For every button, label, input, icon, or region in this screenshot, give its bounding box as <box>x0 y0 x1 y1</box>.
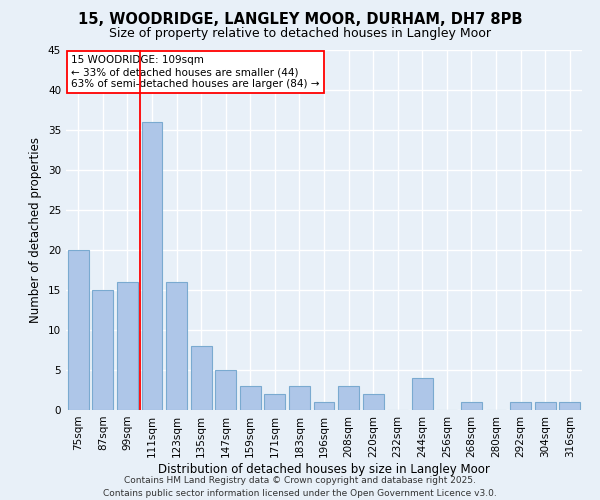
Bar <box>92 290 113 410</box>
X-axis label: Distribution of detached houses by size in Langley Moor: Distribution of detached houses by size … <box>158 462 490 475</box>
Bar <box>289 386 310 410</box>
Bar <box>191 346 212 410</box>
Bar <box>142 122 163 410</box>
Text: 15 WOODRIDGE: 109sqm
← 33% of detached houses are smaller (44)
63% of semi-detac: 15 WOODRIDGE: 109sqm ← 33% of detached h… <box>71 56 320 88</box>
Bar <box>68 250 89 410</box>
Bar <box>166 282 187 410</box>
Bar <box>117 282 138 410</box>
Bar <box>559 402 580 410</box>
Y-axis label: Number of detached properties: Number of detached properties <box>29 137 43 323</box>
Bar <box>412 378 433 410</box>
Bar <box>362 394 383 410</box>
Text: Size of property relative to detached houses in Langley Moor: Size of property relative to detached ho… <box>109 28 491 40</box>
Bar <box>314 402 334 410</box>
Text: Contains HM Land Registry data © Crown copyright and database right 2025.
Contai: Contains HM Land Registry data © Crown c… <box>103 476 497 498</box>
Bar <box>461 402 482 410</box>
Bar <box>265 394 286 410</box>
Bar <box>510 402 531 410</box>
Bar <box>338 386 359 410</box>
Bar <box>215 370 236 410</box>
Bar <box>240 386 261 410</box>
Bar <box>535 402 556 410</box>
Text: 15, WOODRIDGE, LANGLEY MOOR, DURHAM, DH7 8PB: 15, WOODRIDGE, LANGLEY MOOR, DURHAM, DH7… <box>78 12 522 28</box>
